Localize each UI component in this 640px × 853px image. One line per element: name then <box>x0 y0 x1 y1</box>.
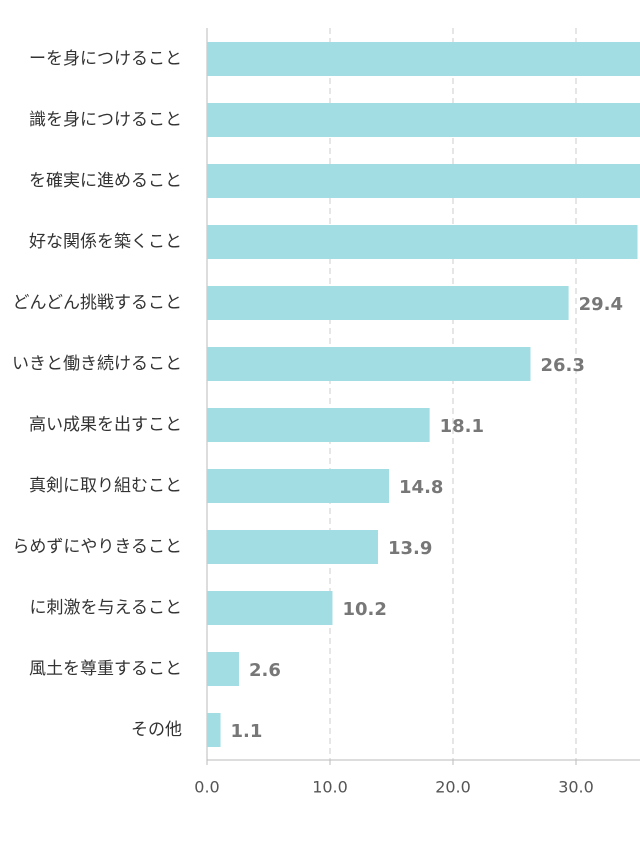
y-tick-label: 風土を尊重すること <box>29 659 182 679</box>
y-tick-label: 好な関係を築くこと <box>29 232 182 252</box>
y-tick-label: ーを身につけること <box>29 49 182 69</box>
y-tick-label: 高い成果を出すこと <box>29 415 182 435</box>
x-tick-label: 20.0 <box>435 778 471 797</box>
x-tick-label: 10.0 <box>312 778 348 797</box>
bar <box>207 469 390 503</box>
y-tick-label: 識を身につけること <box>29 110 182 130</box>
y-tick-label: その他 <box>131 720 182 740</box>
y-tick-label: に刺激を与えること <box>30 598 183 618</box>
bar <box>207 164 640 198</box>
value-label: 14.8 <box>399 477 443 498</box>
bar <box>207 347 531 381</box>
y-tick-label: いきと働き続けること <box>12 354 182 374</box>
y-tick-label: らめずにやりきること <box>12 537 182 557</box>
bar <box>207 591 333 625</box>
value-label: 29.4 <box>579 294 623 315</box>
value-label: 2.6 <box>249 660 281 681</box>
value-label: 13.9 <box>388 538 432 559</box>
value-label: 1.1 <box>231 721 263 742</box>
value-label: 26.3 <box>540 355 584 376</box>
x-tick-label: 30.0 <box>558 778 594 797</box>
y-tick-label: を確実に進めること <box>29 171 182 191</box>
bar <box>207 713 221 747</box>
x-tick-label: 0.0 <box>194 778 219 797</box>
value-label: 18.1 <box>440 416 484 437</box>
bar <box>207 103 640 137</box>
bar <box>207 225 638 259</box>
bar <box>207 408 430 442</box>
bar <box>207 286 569 320</box>
bar <box>207 652 239 686</box>
bar <box>207 42 640 76</box>
value-label: 10.2 <box>342 599 386 620</box>
y-tick-label: 真剣に取り組むこと <box>29 476 182 496</box>
y-tick-label: どんどん挑戦すること <box>13 293 183 313</box>
bar <box>207 530 378 564</box>
